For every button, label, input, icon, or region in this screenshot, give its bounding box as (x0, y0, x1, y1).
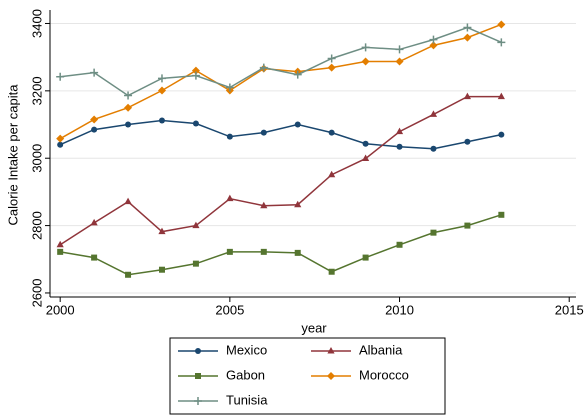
marker (191, 66, 200, 75)
marker (125, 271, 132, 278)
marker (362, 154, 370, 162)
marker (124, 91, 133, 100)
marker (498, 211, 505, 218)
marker (226, 194, 234, 202)
marker (328, 268, 335, 275)
marker (57, 141, 64, 148)
marker (429, 110, 438, 117)
x-tick-label: 2015 (555, 302, 584, 317)
series-line (59, 119, 502, 150)
marker (361, 57, 370, 66)
marker (328, 129, 335, 136)
marker (90, 218, 98, 226)
marker (158, 117, 165, 124)
marker (225, 83, 234, 92)
series-line (60, 214, 502, 276)
marker (195, 373, 201, 379)
marker (91, 254, 98, 261)
marker (429, 41, 438, 50)
marker (192, 221, 200, 229)
marker (328, 170, 336, 178)
legend-label: Mexico (226, 342, 267, 357)
marker (195, 348, 201, 354)
marker (361, 43, 370, 52)
marker (362, 254, 369, 261)
marker (192, 120, 199, 127)
legend-label: Gabon (226, 367, 265, 382)
marker (56, 134, 65, 143)
marker (157, 86, 166, 95)
series-line (59, 23, 502, 140)
marker (56, 240, 64, 248)
marker (327, 347, 335, 354)
marker (498, 131, 505, 138)
marker (429, 35, 438, 44)
x-tick-label: 2010 (385, 302, 414, 317)
y-tick-label: 2600 (29, 278, 44, 307)
marker (91, 126, 98, 133)
marker (430, 229, 437, 236)
marker (260, 248, 267, 255)
marker (57, 248, 64, 255)
marker (194, 397, 202, 405)
marker (293, 70, 302, 79)
y-tick-label: 2800 (29, 211, 44, 240)
marker (124, 103, 133, 112)
x-tick-label: 2000 (46, 302, 75, 317)
marker (294, 249, 301, 256)
marker (327, 54, 336, 63)
marker (327, 372, 335, 380)
marker (294, 121, 301, 128)
x-tick-label: 2005 (215, 302, 244, 317)
marker (362, 140, 369, 147)
marker (191, 71, 200, 80)
marker (260, 129, 267, 136)
marker (464, 222, 471, 229)
legend-label: Morocco (359, 367, 409, 382)
legend-label: Albania (359, 342, 403, 357)
marker (124, 197, 132, 205)
marker (497, 92, 505, 100)
y-tick-label: 3000 (29, 144, 44, 173)
marker (260, 201, 268, 209)
marker (294, 200, 302, 208)
marker (192, 260, 199, 267)
marker (430, 145, 437, 152)
series-line (60, 26, 502, 97)
y-tick-label: 3200 (29, 76, 44, 105)
legend-label: Tunisia (226, 392, 268, 407)
marker (157, 74, 166, 83)
marker (395, 57, 404, 66)
marker (497, 38, 506, 47)
marker (90, 68, 99, 77)
x-axis-label: year (301, 320, 327, 335)
marker (226, 133, 233, 140)
marker (327, 63, 336, 72)
marker (395, 127, 404, 135)
marker (158, 227, 166, 235)
marker (396, 241, 403, 248)
y-tick-label: 3400 (29, 9, 44, 38)
marker (395, 45, 404, 54)
marker (90, 115, 99, 124)
marker (226, 248, 233, 255)
marker (259, 63, 268, 72)
marker (125, 121, 132, 128)
marker (497, 20, 506, 29)
marker (463, 23, 472, 32)
marker (158, 266, 165, 273)
marker (463, 92, 472, 100)
y-axis-label: Calorie Intake per capita (5, 84, 20, 226)
marker (463, 33, 472, 42)
marker (464, 138, 471, 145)
marker (396, 143, 403, 150)
marker (56, 72, 65, 81)
series-line (59, 95, 502, 246)
